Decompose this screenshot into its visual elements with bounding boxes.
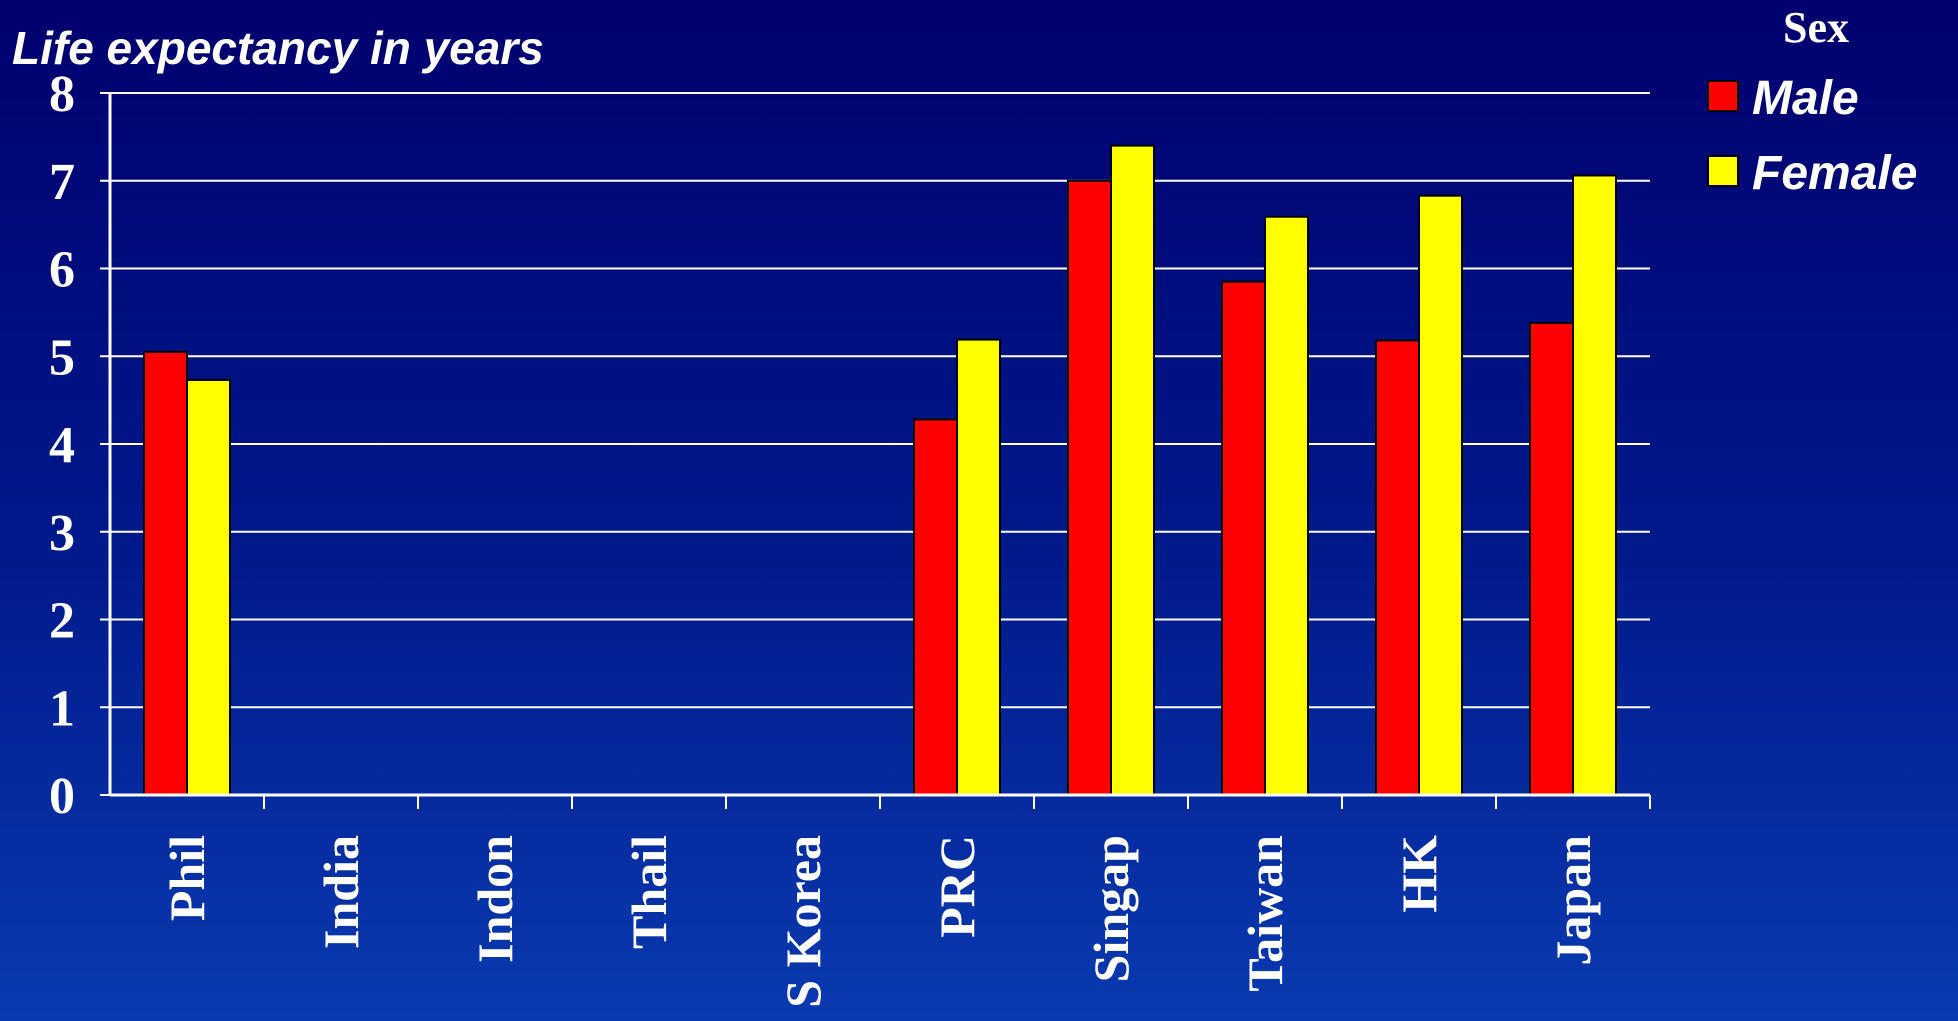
bar-male-japan <box>1529 321 1574 796</box>
bar-male-singap <box>1067 179 1112 796</box>
legend-label-female: Female <box>1752 147 1917 200</box>
x-category-label: Japan <box>1545 835 1601 966</box>
legend-title: Sex <box>1783 3 1849 52</box>
bar-female-japan <box>1572 174 1617 797</box>
legend-label-male: Male <box>1752 72 1859 125</box>
x-category-label: India <box>313 835 369 949</box>
x-category-label: HK <box>1391 835 1447 913</box>
y-tick-label: 6 <box>49 242 75 299</box>
y-tick-label: 2 <box>49 593 75 650</box>
bar-female-phil <box>186 378 231 796</box>
bar-male-prc <box>913 418 958 796</box>
gridlines <box>110 92 1650 709</box>
y-tick-label: 7 <box>49 154 75 211</box>
x-category-label: PRC <box>929 835 985 938</box>
y-tick-label: 5 <box>49 329 75 386</box>
y-tick-label: 8 <box>49 66 75 123</box>
y-tick-labels: 0 1 2 3 4 5 6 7 8 <box>49 66 75 825</box>
legend-swatch-male <box>1707 80 1739 112</box>
x-category-label: Indon <box>467 835 523 963</box>
bar-male-phil <box>143 350 188 796</box>
legend-swatch-female <box>1707 155 1739 187</box>
x-category-label: Thail <box>621 835 677 949</box>
x-category-labels: Phil India Indon Thail S Korea PRC Singap Taiwa… <box>159 835 1601 1008</box>
legend: Sex Male Female <box>1707 3 1917 200</box>
x-category-label: Taiwan <box>1237 835 1293 992</box>
x-category-label: Singap <box>1083 835 1139 982</box>
y-tick-label: 0 <box>49 768 75 825</box>
y-axis-label: Life expectancy in years <box>12 22 544 74</box>
y-tick-label: 1 <box>49 680 75 737</box>
y-tick-label: 3 <box>49 505 75 562</box>
bar-female-prc <box>956 338 1001 796</box>
y-tick-label: 4 <box>49 417 75 474</box>
x-category-label: S Korea <box>775 835 831 1008</box>
bar-male-taiwan <box>1221 280 1266 797</box>
bar-female-singap <box>1110 144 1155 796</box>
bar-female-hk <box>1418 194 1463 797</box>
bar-male-hk <box>1375 339 1420 796</box>
bar-female-taiwan <box>1264 215 1309 797</box>
x-category-label: Phil <box>159 835 215 921</box>
bars <box>143 144 1617 797</box>
axes <box>100 92 1651 809</box>
